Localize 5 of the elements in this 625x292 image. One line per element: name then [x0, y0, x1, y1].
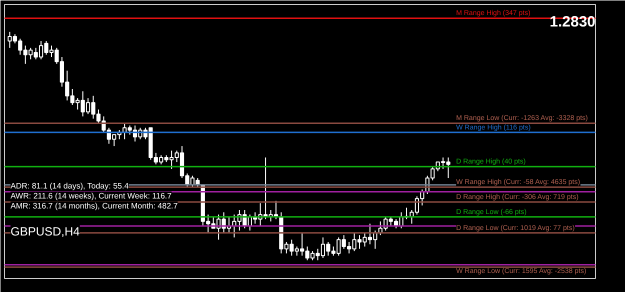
- annotation: GBPUSD,H4: [10, 224, 80, 238]
- text: 1.2830: [550, 14, 596, 30]
- annotation: ADR: 81.1 (14 days), Today: 55.4: [10, 182, 130, 190]
- annotation: AWR: 211.6 (14 weeks), Current Week: 116.7: [10, 192, 172, 200]
- annotation: AMR: 316.7 (14 months), Current Month: 482.7: [10, 202, 178, 210]
